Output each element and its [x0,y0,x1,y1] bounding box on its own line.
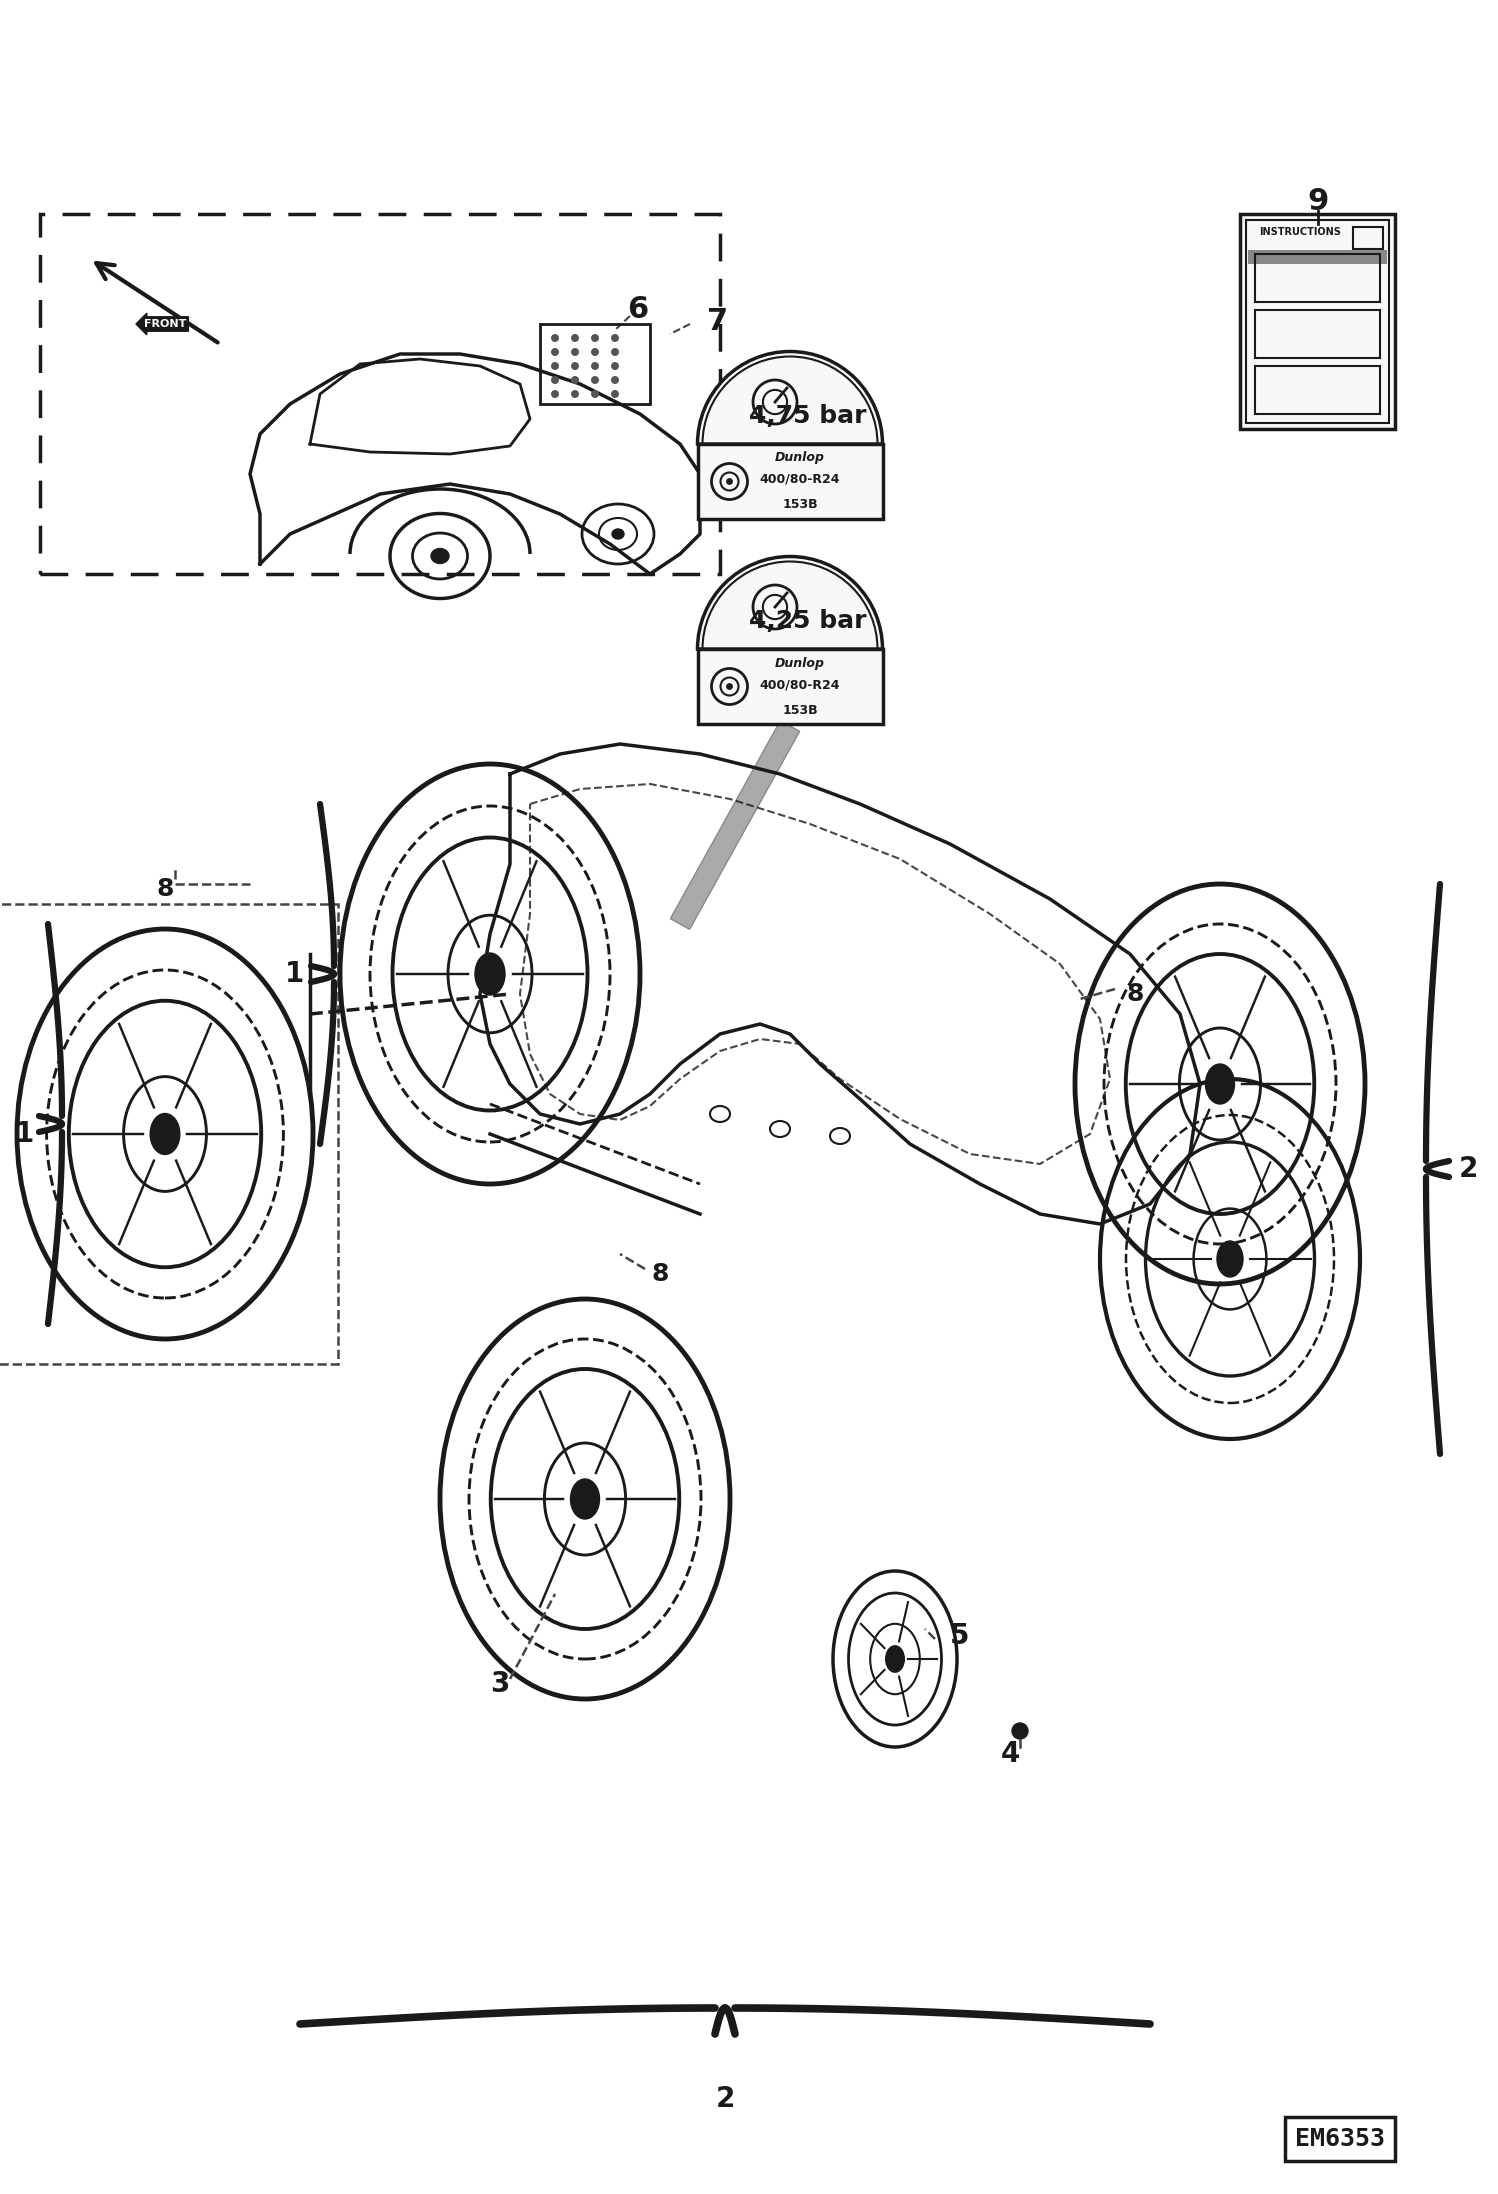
Circle shape [592,362,599,371]
Text: 1: 1 [15,1119,34,1147]
Circle shape [727,478,733,485]
Bar [539,325,650,404]
Text: INSTRUCTIONS: INSTRUCTIONS [1258,226,1341,237]
Ellipse shape [1206,1064,1234,1104]
Circle shape [611,349,619,355]
Text: 4,75 bar: 4,75 bar [749,404,867,428]
Circle shape [571,375,580,384]
Text: 2: 2 [716,2084,734,2113]
Circle shape [611,333,619,342]
Ellipse shape [475,952,505,996]
Text: 5: 5 [950,1621,969,1650]
Circle shape [551,349,559,355]
Text: 9: 9 [1308,186,1329,215]
Circle shape [592,375,599,384]
Circle shape [611,375,619,384]
Ellipse shape [1216,1242,1243,1277]
Circle shape [611,391,619,397]
Text: 2: 2 [1459,1154,1477,1183]
Circle shape [551,362,559,371]
Bar [1255,366,1380,415]
Ellipse shape [150,1115,180,1154]
Circle shape [571,391,580,397]
Ellipse shape [431,548,449,564]
Ellipse shape [613,529,625,540]
Wedge shape [698,351,882,443]
Text: 1: 1 [286,961,304,987]
Circle shape [571,349,580,355]
Circle shape [592,391,599,397]
Bar [1248,250,1387,263]
Circle shape [571,362,580,371]
Bar [1240,215,1395,430]
Circle shape [727,685,733,689]
Text: 400/80-R24: 400/80-R24 [759,678,840,691]
Bar [0,904,339,1365]
Polygon shape [671,720,800,930]
Text: 6: 6 [628,294,649,323]
Bar [698,443,882,520]
Circle shape [551,375,559,384]
Text: 400/80-R24: 400/80-R24 [759,474,840,487]
Circle shape [592,333,599,342]
Wedge shape [698,557,882,649]
Circle shape [611,362,619,371]
Bar [40,215,721,575]
Ellipse shape [885,1646,905,1672]
Bar [1246,219,1389,423]
Text: 153B: 153B [782,704,818,717]
Text: Dunlop: Dunlop [774,656,825,669]
Text: 153B: 153B [782,498,818,511]
Circle shape [551,333,559,342]
Bar [1255,255,1380,303]
Text: 8: 8 [156,878,174,902]
Text: 3: 3 [490,1670,509,1698]
Circle shape [571,333,580,342]
Text: 7: 7 [707,307,728,336]
Text: 4,25 bar: 4,25 bar [749,610,867,634]
Bar [1255,309,1380,358]
Text: 8: 8 [652,1262,668,1286]
Text: EM6353: EM6353 [1294,2126,1386,2150]
Text: FRONT: FRONT [144,318,186,329]
Text: 8: 8 [1126,983,1143,1007]
Ellipse shape [571,1479,599,1518]
Circle shape [551,391,559,397]
Bar [698,649,882,724]
Bar [1353,226,1383,248]
Circle shape [1013,1722,1028,1740]
Text: 4: 4 [1001,1740,1020,1768]
Circle shape [592,349,599,355]
Text: Dunlop: Dunlop [774,452,825,465]
